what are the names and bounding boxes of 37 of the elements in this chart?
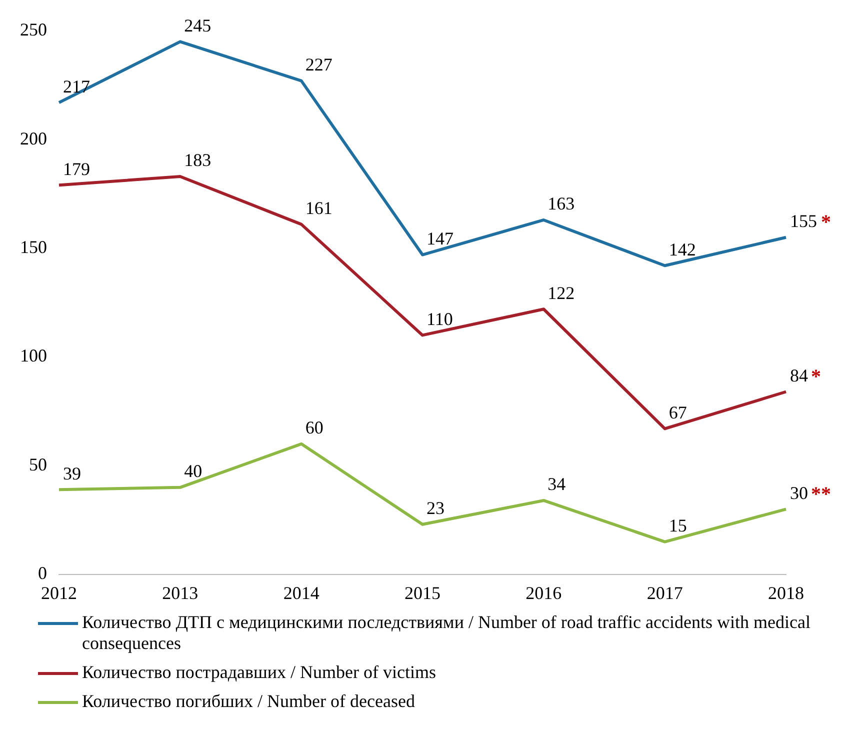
legend-label: Количество ДТП с медицинскими последствиями / Number of road traffic accidents with medical consequences [82, 612, 812, 654]
x-tick-label: 2018 [768, 582, 804, 603]
y-tick-label: 150 [20, 236, 47, 257]
data-label: 110 [426, 308, 453, 329]
data-label: 147 [426, 228, 454, 248]
data-label: 122 [548, 282, 575, 303]
data-label: 34 [548, 474, 566, 494]
x-tick-label: 2016 [526, 582, 562, 603]
y-tick-label: 0 [38, 563, 47, 584]
y-tick-label: 200 [20, 128, 47, 148]
data-label: 179 [63, 158, 90, 179]
x-tick-label: 2017 [646, 582, 683, 603]
data-label: 40 [184, 461, 202, 482]
x-tick-label: 2014 [283, 582, 320, 603]
data-label: 39 [63, 463, 81, 484]
y-tick-label: 250 [20, 20, 47, 40]
data-label: 84* [790, 365, 821, 388]
data-label: 155* [790, 211, 831, 234]
data-label: 217 [63, 76, 90, 96]
data-label: 67 [668, 402, 687, 422]
data-label: 15 [668, 516, 687, 536]
data-label: 161 [305, 198, 332, 218]
x-tick-label: 2013 [162, 582, 198, 603]
y-tick-label: 100 [20, 346, 47, 366]
data-label: 142 [668, 239, 696, 260]
y-tick-label: 50 [29, 454, 47, 474]
x-tick-label: 2012 [41, 582, 77, 603]
data-label: 23 [426, 498, 444, 518]
legend-label: Количество погибших / Number of deceased [82, 691, 415, 712]
data-label: 163 [548, 194, 575, 214]
x-tick-label: 2015 [404, 582, 440, 603]
data-label: 227 [305, 54, 332, 75]
data-label: 245 [184, 15, 212, 36]
data-label: 30** [790, 482, 831, 506]
data-label: 60 [305, 418, 324, 438]
legend-label: Количество пострадавших / Number of victims [82, 662, 436, 683]
data-label: 183 [184, 150, 212, 170]
